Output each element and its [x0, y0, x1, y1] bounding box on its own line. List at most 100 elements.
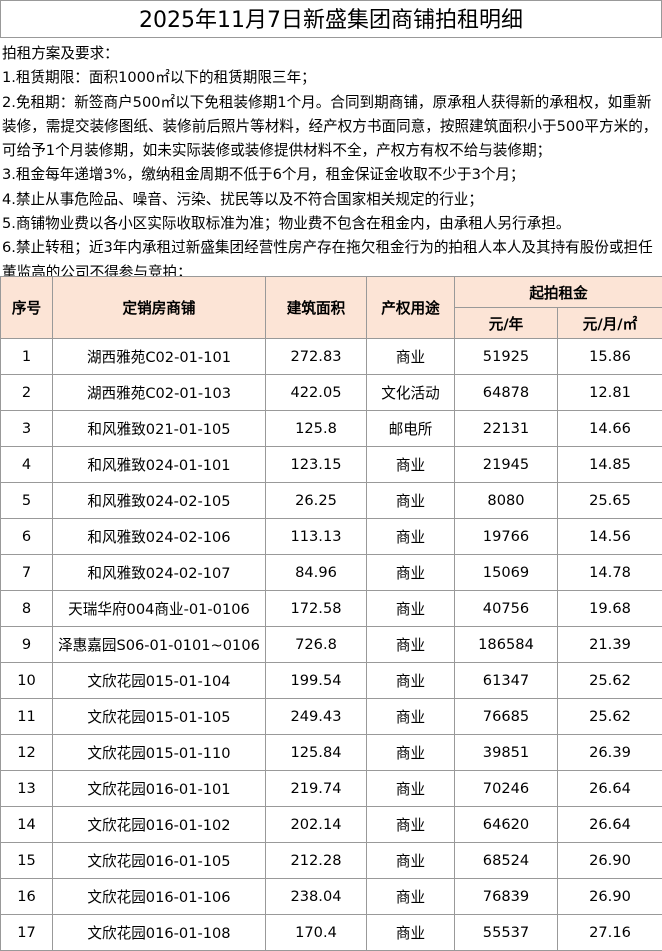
cell-per-year: 68524 [455, 843, 558, 879]
cell-area: 202.14 [266, 807, 367, 843]
cell-per-month-sqm: 25.62 [558, 699, 662, 735]
cell-use: 商业 [367, 915, 455, 951]
cell-per-year: 61347 [455, 663, 558, 699]
table-row: 7和风雅致024-02-10784.96商业1506914.78 [1, 555, 662, 591]
cell-area: 726.8 [266, 627, 367, 663]
cell-use: 商业 [367, 519, 455, 555]
cell-no: 15 [1, 843, 53, 879]
cell-per-year: 19766 [455, 519, 558, 555]
cell-use: 商业 [367, 483, 455, 519]
cell-shop: 文欣花园015-01-105 [53, 699, 266, 735]
table-row: 17文欣花园016-01-108170.4商业5553727.16 [1, 915, 662, 951]
cell-no: 4 [1, 447, 53, 483]
cell-area: 199.54 [266, 663, 367, 699]
cell-use: 商业 [367, 807, 455, 843]
cell-per-month-sqm: 14.85 [558, 447, 662, 483]
cell-no: 10 [1, 663, 53, 699]
cell-per-month-sqm: 26.39 [558, 735, 662, 771]
cell-shop: 文欣花园016-01-108 [53, 915, 266, 951]
cell-shop: 湖西雅苑C02-01-103 [53, 375, 266, 411]
cell-area: 172.58 [266, 591, 367, 627]
cell-per-month-sqm: 25.65 [558, 483, 662, 519]
cell-area: 272.83 [266, 339, 367, 375]
cell-shop: 文欣花园015-01-104 [53, 663, 266, 699]
cell-area: 422.05 [266, 375, 367, 411]
cell-shop: 天瑞华府004商业-01-0106 [53, 591, 266, 627]
cell-shop: 和风雅致024-01-101 [53, 447, 266, 483]
header-per-year: 元/年 [455, 308, 558, 339]
cell-per-year: 76839 [455, 879, 558, 915]
cell-shop: 和风雅致024-02-105 [53, 483, 266, 519]
cell-use: 商业 [367, 447, 455, 483]
note-item: 1.租赁期限：面积1000㎡以下的租赁期限三年； [2, 66, 660, 90]
cell-area: 123.15 [266, 447, 367, 483]
cell-per-month-sqm: 26.90 [558, 843, 662, 879]
note-item: 4.禁止从事危险品、噪音、污染、扰民等以及不符合国家相关规定的行业； [2, 188, 660, 212]
cell-no: 8 [1, 591, 53, 627]
header-shop: 定销房商铺 [53, 277, 266, 339]
cell-area: 26.25 [266, 483, 367, 519]
note-item: 3.租金每年递增3%，缴纳租金周期不低于6个月，租金保证金收取不少于3个月； [2, 163, 660, 187]
cell-shop: 文欣花园016-01-102 [53, 807, 266, 843]
table-row: 9泽惠嘉园S06-01-0101~0106726.8商业18658421.39 [1, 627, 662, 663]
cell-no: 16 [1, 879, 53, 915]
cell-use: 商业 [367, 699, 455, 735]
cell-shop: 和风雅致021-01-105 [53, 411, 266, 447]
cell-no: 13 [1, 771, 53, 807]
cell-per-year: 76685 [455, 699, 558, 735]
rent-table: 序号 定销房商铺 建筑面积 产权用途 起拍租金 元/年 元/月/㎡ 1湖西雅苑C… [0, 276, 662, 951]
cell-per-month-sqm: 14.56 [558, 519, 662, 555]
cell-per-month-sqm: 19.68 [558, 591, 662, 627]
note-item: 2.免租期：新签商户500㎡以下免租装修期1个月。合同到期商铺，原承租人获得新的… [2, 91, 660, 164]
header-use: 产权用途 [367, 277, 455, 339]
cell-area: 212.28 [266, 843, 367, 879]
cell-per-year: 22131 [455, 411, 558, 447]
cell-no: 14 [1, 807, 53, 843]
cell-use: 商业 [367, 627, 455, 663]
note-item: 6.禁止转租；近3年内承租过新盛集团经营性房产存在拖欠租金行为的拍租人本人及其持… [2, 236, 660, 276]
cell-area: 84.96 [266, 555, 367, 591]
cell-per-year: 39851 [455, 735, 558, 771]
cell-per-month-sqm: 15.86 [558, 339, 662, 375]
cell-shop: 文欣花园016-01-105 [53, 843, 266, 879]
cell-per-year: 64878 [455, 375, 558, 411]
table-row: 2湖西雅苑C02-01-103422.05文化活动6487812.81 [1, 375, 662, 411]
cell-use: 商业 [367, 843, 455, 879]
cell-per-year: 15069 [455, 555, 558, 591]
table-row: 1湖西雅苑C02-01-101272.83商业5192515.86 [1, 339, 662, 375]
cell-shop: 和风雅致024-02-106 [53, 519, 266, 555]
cell-no: 5 [1, 483, 53, 519]
cell-no: 1 [1, 339, 53, 375]
cell-per-year: 8080 [455, 483, 558, 519]
cell-use: 文化活动 [367, 375, 455, 411]
cell-use: 邮电所 [367, 411, 455, 447]
cell-use: 商业 [367, 339, 455, 375]
title: 2025年11月7日新盛集团商铺拍租明细 [0, 0, 662, 38]
cell-per-year: 70246 [455, 771, 558, 807]
table-row: 16文欣花园016-01-106238.04商业7683926.90 [1, 879, 662, 915]
cell-no: 3 [1, 411, 53, 447]
cell-per-year: 55537 [455, 915, 558, 951]
table-row: 15文欣花园016-01-105212.28商业6852426.90 [1, 843, 662, 879]
cell-per-month-sqm: 25.62 [558, 663, 662, 699]
cell-area: 238.04 [266, 879, 367, 915]
cell-area: 125.84 [266, 735, 367, 771]
cell-shop: 泽惠嘉园S06-01-0101~0106 [53, 627, 266, 663]
cell-per-year: 186584 [455, 627, 558, 663]
notes: 拍租方案及要求： 1.租赁期限：面积1000㎡以下的租赁期限三年；2.免租期：新… [0, 38, 662, 276]
cell-per-month-sqm: 14.66 [558, 411, 662, 447]
cell-no: 9 [1, 627, 53, 663]
cell-shop: 湖西雅苑C02-01-101 [53, 339, 266, 375]
cell-no: 12 [1, 735, 53, 771]
cell-shop: 文欣花园016-01-106 [53, 879, 266, 915]
cell-per-month-sqm: 26.64 [558, 771, 662, 807]
note-item: 5.商铺物业费以各小区实际收取标准为准；物业费不包含在租金内，由承租人另行承担。 [2, 212, 660, 236]
cell-area: 249.43 [266, 699, 367, 735]
table-row: 3和风雅致021-01-105125.8邮电所2213114.66 [1, 411, 662, 447]
cell-no: 2 [1, 375, 53, 411]
table-row: 11文欣花园015-01-105249.43商业7668525.62 [1, 699, 662, 735]
cell-no: 17 [1, 915, 53, 951]
cell-no: 6 [1, 519, 53, 555]
cell-per-month-sqm: 14.78 [558, 555, 662, 591]
header-per-month-sqm: 元/月/㎡ [558, 308, 662, 339]
